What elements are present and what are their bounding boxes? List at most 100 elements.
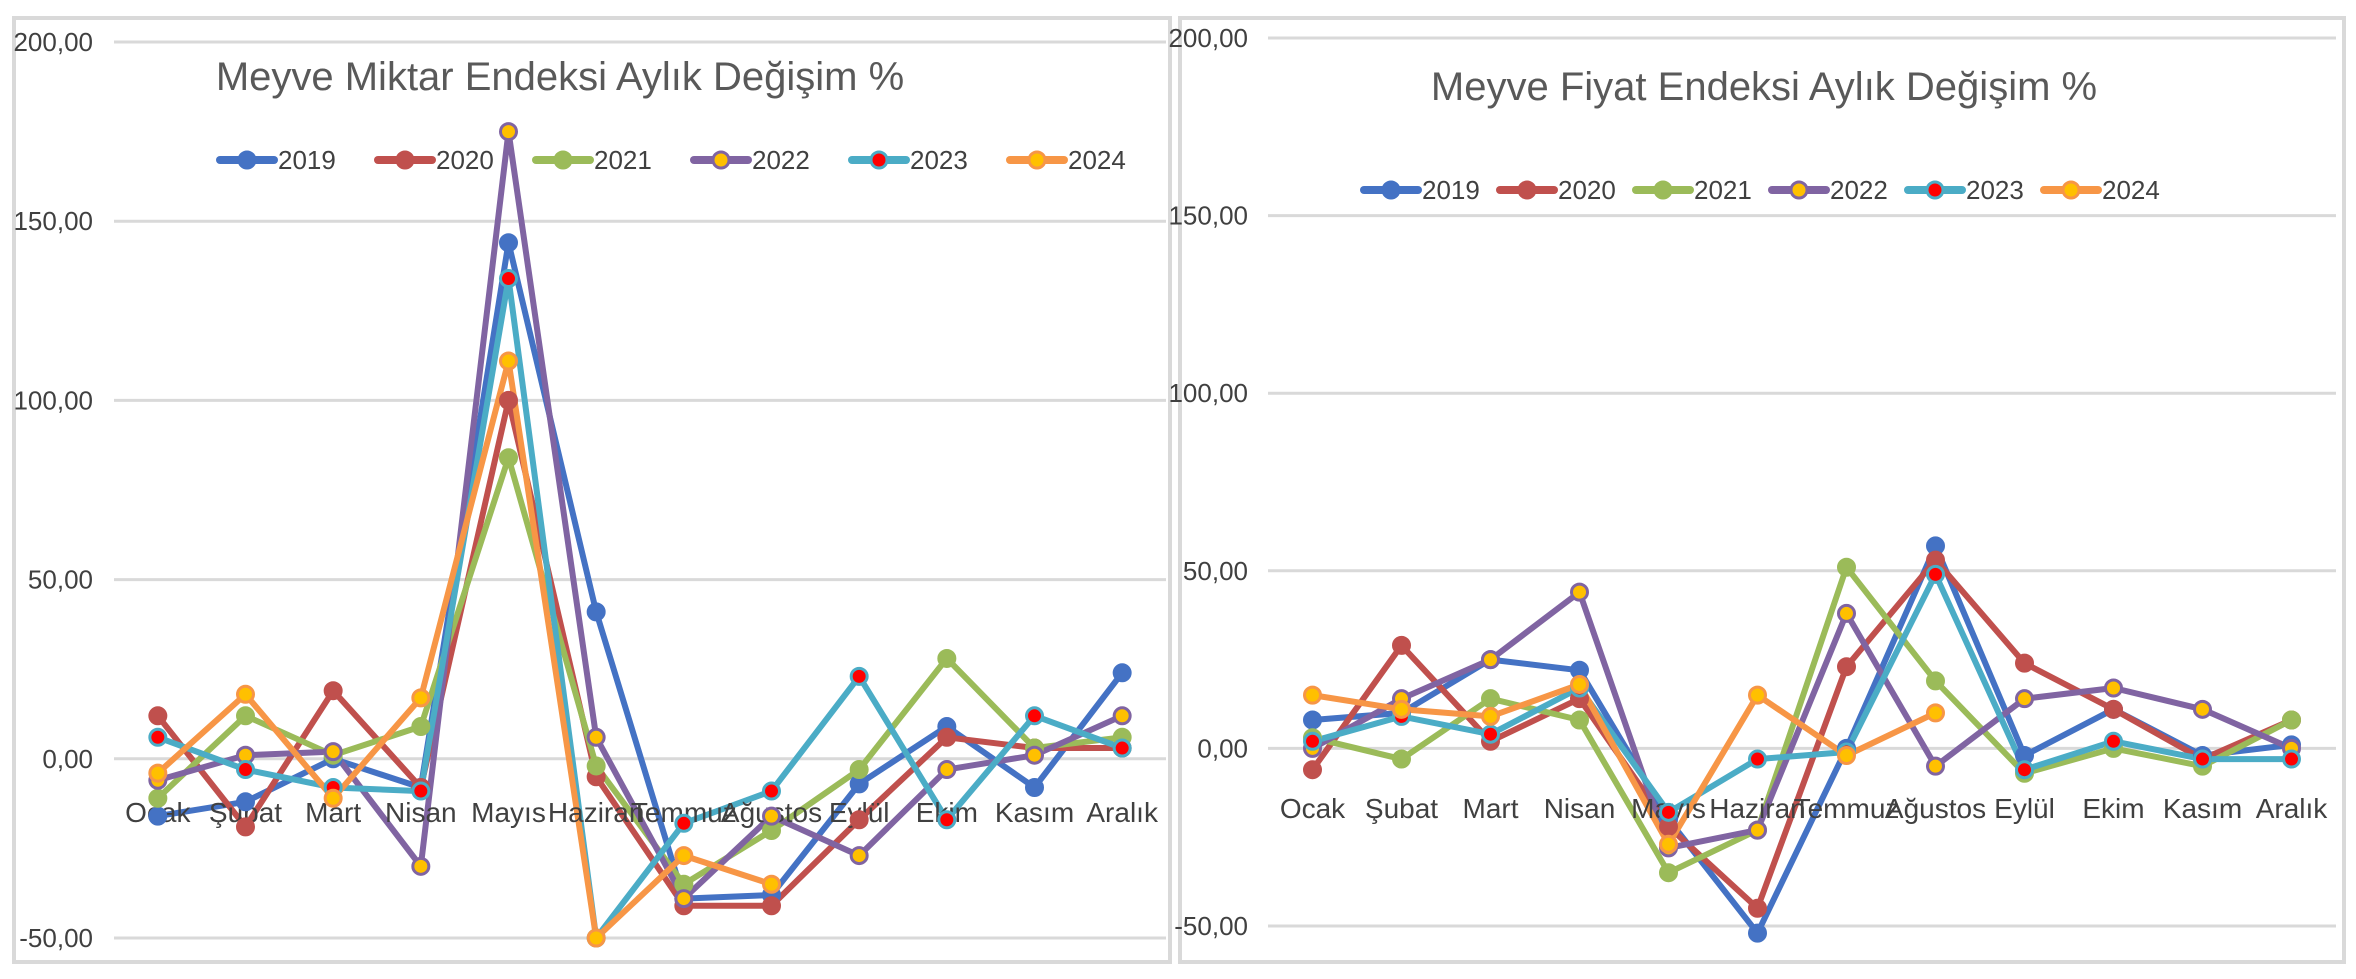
data-point-2024 — [323, 788, 343, 808]
data-point-2020 — [1303, 760, 1322, 780]
data-point-2022 — [2104, 678, 2123, 698]
series-line-2024 — [1309, 681, 1939, 848]
x-category-label: Temmuz — [1794, 793, 1900, 824]
data-point-2021 — [849, 760, 869, 780]
y-tick-label: 150,00 — [1168, 201, 1248, 231]
data-point-2022 — [1481, 650, 1500, 670]
y-tick-label: 200,00 — [13, 27, 93, 57]
legend-label: 2019 — [278, 145, 336, 175]
y-tick-label: -50,00 — [1174, 911, 1248, 941]
x-category-label: Kasım — [995, 797, 1074, 828]
data-point-2024 — [762, 874, 781, 894]
data-point-2019 — [1748, 923, 1767, 943]
y-tick-label: 150,00 — [13, 206, 93, 236]
legend-item: 2021 — [532, 145, 652, 175]
data-point-2023 — [937, 810, 957, 830]
data-point-2022 — [411, 856, 431, 876]
data-point-2024 — [674, 846, 694, 866]
data-point-2022 — [1837, 603, 1856, 623]
legend-item: 2023 — [848, 145, 968, 175]
data-point-2019 — [236, 792, 255, 812]
data-point-2023 — [411, 781, 431, 801]
y-tick-label: 50,00 — [1183, 556, 1248, 586]
data-point-2023 — [1659, 802, 1678, 822]
data-point-2022 — [2015, 689, 2034, 709]
data-point-2022 — [323, 742, 343, 762]
x-category-label: Aralık — [2256, 793, 2329, 824]
data-point-2020 — [2104, 699, 2123, 719]
data-point-2024 — [1570, 674, 1589, 694]
legend-label: 2022 — [752, 145, 810, 175]
data-point-2020 — [499, 390, 518, 410]
data-point-2022 — [2193, 699, 2212, 719]
chart-title: Meyve Fiyat Endeksi Aylık Değişim % — [1431, 65, 2097, 109]
data-point-2022 — [674, 889, 694, 909]
legend-label: 2024 — [2102, 175, 2160, 205]
data-point-2022 — [1748, 820, 1767, 840]
data-point-2023 — [1926, 564, 1945, 584]
chart-frame — [12, 16, 1172, 964]
data-point-2019 — [586, 602, 606, 622]
data-point-2020 — [2015, 653, 2034, 673]
legend-label: 2024 — [1068, 145, 1126, 175]
legend-swatch-marker — [1517, 180, 1537, 200]
data-point-2023 — [674, 813, 694, 833]
legend-label: 2021 — [1694, 175, 1752, 205]
legend-item: 2020 — [374, 145, 494, 175]
data-point-2020 — [762, 896, 781, 916]
legend-swatch-marker — [869, 150, 889, 170]
data-point-2023 — [1481, 724, 1500, 744]
data-point-2023 — [762, 781, 781, 801]
x-category-label: Ekim — [2082, 793, 2144, 824]
legend-label: 2023 — [1966, 175, 2024, 205]
x-category-label: Eylül — [1994, 793, 2055, 824]
x-category-label: Haziran — [548, 797, 644, 828]
data-point-2022 — [586, 727, 606, 747]
data-point-2024 — [1481, 706, 1500, 726]
legend-swatch-marker — [1381, 180, 1401, 200]
data-point-2024 — [1926, 703, 1945, 723]
y-tick-label: 100,00 — [1168, 378, 1248, 408]
data-point-2021 — [499, 448, 518, 468]
chart-1: 200,00 150,00 100,00 50,00 0,00 -50,00 Meyve M… — [12, 16, 1172, 964]
x-category-label: Mart — [1463, 793, 1519, 824]
legend-swatch-marker — [1789, 180, 1809, 200]
legend-swatch-marker — [2061, 180, 2081, 200]
data-point-2021 — [1481, 689, 1500, 709]
data-point-2021 — [411, 717, 431, 737]
data-point-2023 — [1748, 749, 1767, 769]
legend-swatch-marker — [1925, 180, 1945, 200]
data-point-2021 — [148, 788, 168, 808]
legend-swatch-marker — [1653, 180, 1673, 200]
data-point-2023 — [236, 760, 255, 780]
data-point-2023 — [499, 269, 518, 289]
y-tick-label: 200,00 — [1168, 23, 1248, 53]
data-point-2021 — [1570, 710, 1589, 730]
series-line-2023 — [1309, 571, 2295, 816]
x-category-label: Haziran — [1709, 793, 1805, 824]
legend-item: 2024 — [1006, 145, 1126, 175]
data-point-2022 — [1025, 745, 1044, 765]
data-point-2024 — [148, 763, 168, 783]
data-point-2023 — [2104, 731, 2123, 751]
legend-item: 2020 — [1496, 175, 1616, 205]
series-line-2024 — [154, 358, 775, 941]
data-point-2023 — [2193, 749, 2212, 769]
legend-label: 2020 — [436, 145, 494, 175]
data-point-2021 — [1926, 671, 1945, 691]
data-point-2022 — [499, 122, 518, 142]
data-point-2024 — [586, 928, 606, 948]
legend-label: 2019 — [1422, 175, 1480, 205]
x-category-label: Ağustos — [1885, 793, 1986, 824]
y-tick-label: 50,00 — [28, 565, 93, 595]
x-category-label: Ocak — [1280, 793, 1346, 824]
data-point-2021 — [586, 756, 606, 776]
series-line-2021 — [1309, 564, 2295, 876]
data-point-2019 — [1112, 663, 1132, 683]
legend-swatch-marker — [237, 150, 257, 170]
x-category-label: Mayıs — [471, 797, 546, 828]
legend-label: 2020 — [1558, 175, 1616, 205]
data-point-2024 — [1303, 685, 1322, 705]
data-point-2021 — [1392, 749, 1411, 769]
